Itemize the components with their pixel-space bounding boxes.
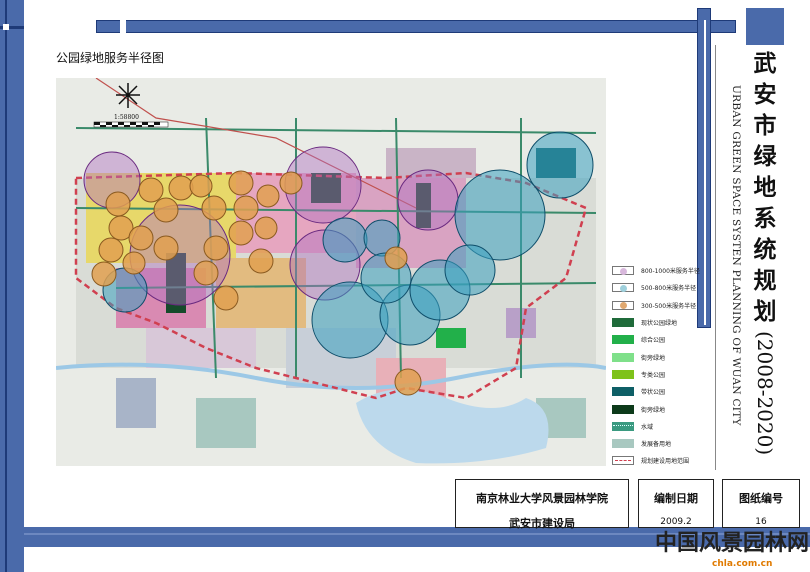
legend-color-swatch (612, 404, 634, 414)
legend-item: 带状公园 (612, 383, 712, 400)
sheet-label: 图纸编号 (739, 492, 783, 505)
legend-color-swatch (612, 387, 634, 397)
title-char: 规 (753, 267, 777, 294)
legend-label: 规划建设用地范围 (641, 458, 690, 466)
planning-boundary (74, 171, 588, 400)
watermark-url: chla.com.cn (712, 559, 773, 569)
title-char: 地 (753, 174, 777, 201)
right-frame-line (704, 20, 706, 325)
legend-label: 800-1000米服务半径 (641, 268, 700, 276)
legend-item: 800-1000米服务半径 (612, 262, 712, 279)
legend-water-swatch (612, 421, 634, 431)
map-title: 公园绿地服务半径图 (56, 51, 165, 65)
legend-color-swatch (612, 369, 634, 379)
watermark-logo: 中国风景园林网 (655, 530, 810, 556)
title-char: 安 (753, 81, 777, 108)
bottom-frame-line (24, 533, 810, 535)
sheet-box: 图纸编号 16 (722, 479, 800, 528)
legend-label: 街旁绿地 (641, 354, 666, 362)
title-char: 武 (753, 50, 777, 77)
legend-item: 发展备用地 (612, 435, 712, 452)
title-char: 系 (753, 205, 777, 232)
title-char: 划 (753, 298, 777, 325)
top-frame-bar (96, 20, 736, 33)
top-frame-marker (120, 20, 126, 33)
legend-color-swatch (612, 352, 634, 362)
legend-label: 现状公园绿地 (641, 320, 678, 328)
outer-border-right (715, 45, 716, 470)
legend-color-swatch (612, 335, 634, 345)
legend-item: 规划建设用地范围 (612, 452, 712, 469)
legend-label: 发展备用地 (641, 441, 672, 449)
legend-dash-swatch (612, 456, 634, 466)
legend-item: 500-800米服务半径 (612, 279, 712, 296)
legend-label: 300-500米服务半径 (641, 302, 697, 310)
north-arrow-icon (116, 83, 140, 108)
title-years: (2008-2020) (753, 331, 777, 456)
title-char: 市 (753, 112, 777, 139)
legend-label: 专类公园 (641, 371, 666, 379)
title-block-square (746, 8, 784, 45)
left-frame-bar (0, 0, 24, 572)
date-label: 编制日期 (654, 492, 698, 505)
water-body (356, 389, 549, 464)
title-char: 绿 (753, 143, 777, 170)
map[interactable]: 1:58800 (56, 78, 606, 466)
legend-item: 300-500米服务半径 (612, 297, 712, 314)
legend-label: 500-800米服务半径 (641, 285, 697, 293)
legend-item: 水域 (612, 418, 712, 435)
legend-label: 综合公园 (641, 337, 666, 345)
legend-color-swatch (612, 439, 634, 449)
date-box: 编制日期 2009.2 (638, 479, 714, 528)
title-char: 统 (753, 236, 777, 263)
legend-circle-swatch (612, 300, 634, 310)
bottom-frame-bar (24, 527, 810, 547)
org-name-primary: 南京林业大学风景园林学院 (476, 492, 608, 505)
scale-label: 1:58800 (114, 114, 139, 121)
scale-bar (93, 121, 169, 128)
date-value: 2009.2 (660, 517, 692, 527)
legend-item: 综合公园 (612, 331, 712, 348)
sheet-value: 16 (755, 517, 767, 527)
service-radius-500-800 (102, 131, 594, 359)
drawing-title: 武安市绿地系统规划 (2008-2020) (745, 48, 785, 455)
legend-item: 专类公园 (612, 366, 712, 383)
map-legend: 800-1000米服务半径 500-800米服务半径 300-500米服务半径 现状公… (612, 262, 712, 470)
legend-circle-swatch (612, 266, 634, 276)
legend-label: 街旁绿地 (641, 406, 666, 414)
legend-label: 水域 (641, 423, 654, 431)
legend-circle-swatch (612, 283, 634, 293)
legend-item: 街旁绿地 (612, 400, 712, 417)
drawing-title-english: URBAN GREEN SPACE SYSTEN PLANNING OF WUA… (730, 85, 742, 426)
org-name-secondary: 武安市建设局 (509, 517, 575, 530)
service-radius-300-500 (91, 170, 422, 396)
river (56, 362, 606, 390)
legend-color-swatch (612, 318, 634, 328)
legend-item: 街旁绿地 (612, 348, 712, 365)
org-box: 南京林业大学风景园林学院 武安市建设局 (455, 479, 629, 530)
legend-label: 带状公园 (641, 389, 666, 397)
left-frame-marker (3, 24, 9, 30)
legend-item: 现状公园绿地 (612, 314, 712, 331)
left-frame-stripe (0, 26, 24, 29)
left-frame-line (5, 0, 7, 572)
